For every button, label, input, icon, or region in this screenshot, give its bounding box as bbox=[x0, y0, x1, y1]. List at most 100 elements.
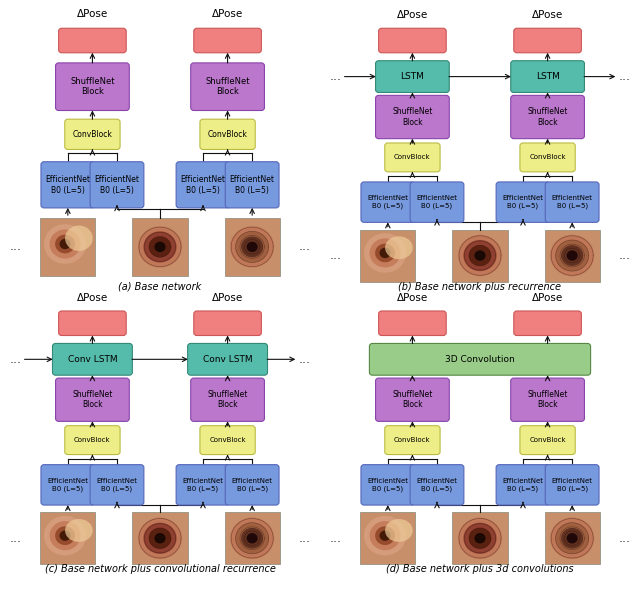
Polygon shape bbox=[49, 230, 81, 259]
FancyBboxPatch shape bbox=[385, 426, 440, 455]
Text: ShuffleNet
Block: ShuffleNet Block bbox=[392, 390, 433, 409]
Text: ShuffleNet
Block: ShuffleNet Block bbox=[72, 390, 113, 409]
Polygon shape bbox=[230, 226, 275, 267]
Polygon shape bbox=[44, 516, 86, 555]
FancyBboxPatch shape bbox=[191, 63, 264, 111]
Polygon shape bbox=[561, 245, 583, 266]
Text: ΔPose: ΔPose bbox=[212, 9, 243, 19]
Text: ConvBlock: ConvBlock bbox=[394, 437, 431, 443]
Polygon shape bbox=[143, 522, 177, 554]
Text: ...: ... bbox=[298, 532, 310, 545]
Polygon shape bbox=[364, 233, 406, 273]
FancyBboxPatch shape bbox=[369, 343, 591, 375]
Text: ...: ... bbox=[330, 532, 342, 545]
Text: ShuffleNet
Block: ShuffleNet Block bbox=[392, 107, 433, 127]
Text: ...: ... bbox=[298, 240, 310, 253]
Text: EfficientNet
B0 (L=5): EfficientNet B0 (L=5) bbox=[180, 175, 225, 194]
FancyBboxPatch shape bbox=[511, 378, 584, 421]
Polygon shape bbox=[463, 240, 497, 271]
Polygon shape bbox=[550, 235, 595, 276]
Bar bbox=[545, 512, 600, 564]
Bar bbox=[545, 230, 600, 282]
FancyBboxPatch shape bbox=[514, 28, 581, 53]
FancyBboxPatch shape bbox=[379, 28, 446, 53]
Text: EfficientNet
B0 (L=5): EfficientNet B0 (L=5) bbox=[417, 196, 458, 209]
Text: Conv LSTM: Conv LSTM bbox=[68, 355, 117, 364]
FancyBboxPatch shape bbox=[545, 465, 599, 505]
Text: ...: ... bbox=[298, 353, 310, 366]
Text: ShuffleNet
Block: ShuffleNet Block bbox=[70, 77, 115, 97]
Text: ConvBlock: ConvBlock bbox=[394, 154, 431, 160]
Text: ΔPose: ΔPose bbox=[532, 10, 563, 20]
Text: Conv LSTM: Conv LSTM bbox=[203, 355, 252, 364]
Text: (b) Base network plus recurrence: (b) Base network plus recurrence bbox=[399, 282, 561, 292]
Text: ShuffleNet
Block: ShuffleNet Block bbox=[207, 390, 248, 409]
Text: EfficientNet
B0 (L=5): EfficientNet B0 (L=5) bbox=[417, 478, 458, 492]
Polygon shape bbox=[469, 528, 491, 548]
Polygon shape bbox=[230, 518, 275, 559]
Polygon shape bbox=[236, 231, 269, 263]
Bar bbox=[132, 512, 188, 564]
Text: ShuffleNet
Block: ShuffleNet Block bbox=[527, 107, 568, 127]
Text: ...: ... bbox=[10, 240, 22, 253]
Text: EfficientNet
B0 (L=5): EfficientNet B0 (L=5) bbox=[45, 175, 90, 194]
FancyBboxPatch shape bbox=[376, 61, 449, 92]
Text: LSTM: LSTM bbox=[401, 72, 424, 81]
FancyBboxPatch shape bbox=[90, 162, 144, 208]
Polygon shape bbox=[241, 237, 263, 257]
Polygon shape bbox=[375, 527, 395, 545]
Bar bbox=[225, 218, 280, 276]
FancyBboxPatch shape bbox=[41, 162, 95, 208]
Text: EfficientNet
B0 (L=5): EfficientNet B0 (L=5) bbox=[97, 478, 138, 492]
FancyBboxPatch shape bbox=[225, 162, 279, 208]
Polygon shape bbox=[556, 240, 589, 271]
FancyBboxPatch shape bbox=[176, 162, 230, 208]
FancyBboxPatch shape bbox=[511, 95, 584, 138]
Text: ConvBlock: ConvBlock bbox=[207, 130, 248, 139]
Text: (d) Base network plus 3d convolutions: (d) Base network plus 3d convolutions bbox=[386, 564, 574, 574]
FancyBboxPatch shape bbox=[56, 378, 129, 421]
FancyBboxPatch shape bbox=[65, 426, 120, 455]
Text: ConvBlock: ConvBlock bbox=[209, 437, 246, 443]
Text: ConvBlock: ConvBlock bbox=[74, 437, 111, 443]
Text: ConvBlock: ConvBlock bbox=[72, 130, 113, 139]
FancyBboxPatch shape bbox=[520, 143, 575, 172]
FancyBboxPatch shape bbox=[545, 182, 599, 222]
FancyBboxPatch shape bbox=[194, 311, 261, 336]
Polygon shape bbox=[469, 245, 491, 266]
FancyBboxPatch shape bbox=[200, 426, 255, 455]
Polygon shape bbox=[246, 241, 258, 252]
Text: EfficientNet
B0 (L=5): EfficientNet B0 (L=5) bbox=[230, 175, 275, 194]
Polygon shape bbox=[369, 521, 401, 550]
Bar bbox=[360, 512, 415, 564]
FancyBboxPatch shape bbox=[41, 465, 95, 505]
FancyBboxPatch shape bbox=[385, 143, 440, 172]
Polygon shape bbox=[55, 234, 75, 253]
Text: EfficientNet
B0 (L=5): EfficientNet B0 (L=5) bbox=[552, 478, 593, 492]
Polygon shape bbox=[241, 528, 263, 548]
FancyBboxPatch shape bbox=[379, 311, 446, 336]
Polygon shape bbox=[65, 519, 93, 542]
Polygon shape bbox=[463, 522, 497, 554]
Text: ...: ... bbox=[330, 249, 342, 262]
Text: ΔPose: ΔPose bbox=[397, 10, 428, 20]
Polygon shape bbox=[550, 518, 595, 559]
FancyBboxPatch shape bbox=[191, 378, 264, 421]
Text: ...: ... bbox=[10, 532, 22, 545]
Polygon shape bbox=[44, 224, 86, 264]
FancyBboxPatch shape bbox=[361, 465, 415, 505]
FancyBboxPatch shape bbox=[194, 28, 261, 53]
Polygon shape bbox=[60, 531, 70, 541]
Polygon shape bbox=[60, 239, 70, 249]
Text: ...: ... bbox=[10, 353, 22, 366]
Polygon shape bbox=[458, 235, 502, 276]
Polygon shape bbox=[55, 527, 75, 545]
Bar bbox=[452, 512, 508, 564]
Bar bbox=[225, 512, 280, 564]
Bar bbox=[40, 512, 95, 564]
Polygon shape bbox=[49, 521, 81, 550]
FancyBboxPatch shape bbox=[376, 378, 449, 421]
FancyBboxPatch shape bbox=[56, 63, 129, 111]
Text: (c) Base network plus convolutional recurrence: (c) Base network plus convolutional recu… bbox=[45, 564, 275, 574]
Polygon shape bbox=[375, 244, 395, 262]
